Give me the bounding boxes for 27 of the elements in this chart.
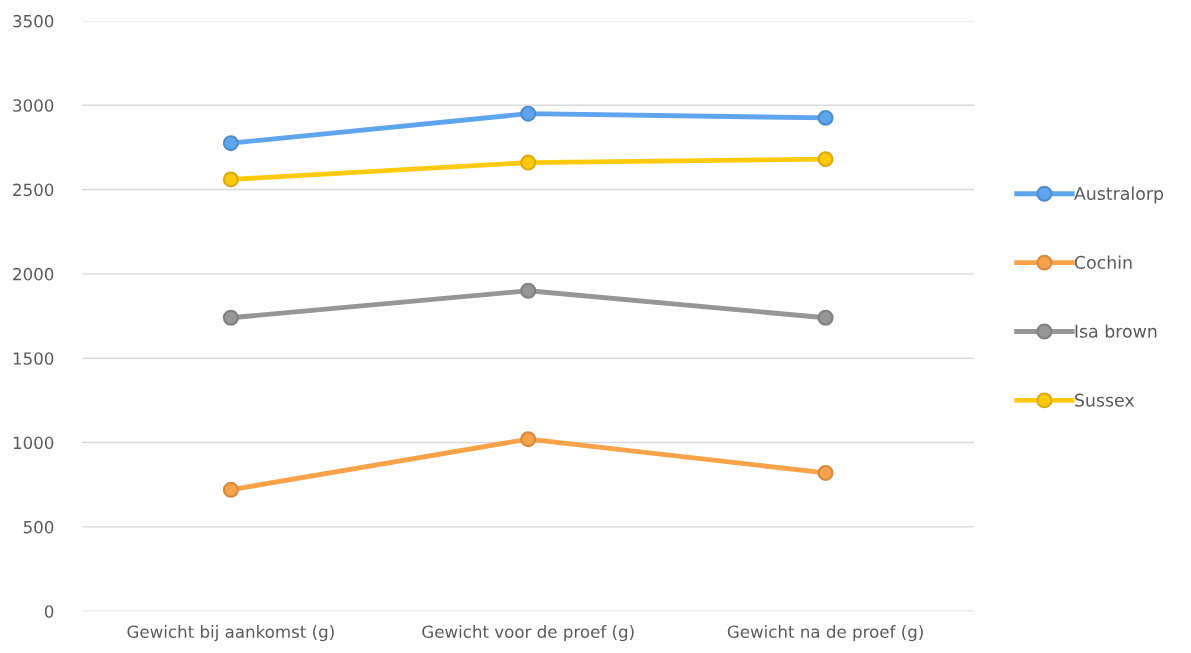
y-tick-label: 500 [23,520,54,534]
x-tick-label: Gewicht bij aankomst (g) [127,625,334,642]
x-tick-label: Gewicht voor de proef (g) [422,625,634,642]
x-tick-label: Gewicht na de proef (g) [727,625,923,642]
legend-label: Isa brown [1075,324,1157,338]
y-tick-label: 2000 [13,267,54,281]
point [520,105,537,122]
point [222,309,239,326]
point [817,464,834,481]
legend-label: Sussex [1075,393,1135,407]
point [817,109,834,126]
y-tick-label: 0 [44,605,54,618]
point [222,171,239,188]
y-tick-label: 1000 [13,436,54,450]
point [817,151,834,168]
y-tick-label: 1500 [13,352,54,365]
point [817,309,834,326]
point [520,154,537,171]
legend-label: Cochin [1074,255,1132,269]
y-tick-label: 3500 [13,14,54,28]
point [222,481,239,498]
y-tick-label: 3000 [13,99,54,112]
legend-label: Australorp [1074,186,1164,204]
point [520,431,537,448]
point [520,282,537,299]
y-tick-label: 2500 [13,183,54,197]
point [222,135,239,152]
